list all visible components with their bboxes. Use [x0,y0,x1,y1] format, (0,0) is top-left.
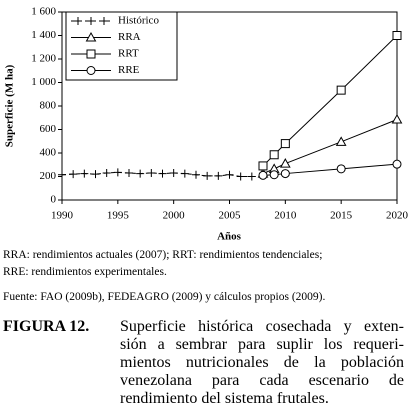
x-tick-label: 2010 [274,210,297,222]
x-tick-label: 1990 [51,210,74,222]
note: RRE: rendimientos experimentales. [3,266,167,278]
legend-label: Histórico [118,15,159,27]
marker [113,168,122,177]
caption-line: mientos nutricionales de la población [120,354,404,371]
caption-line: venezolana para cada escenario de [120,372,404,389]
y-tick-label: 200 [40,170,57,182]
marker [392,31,402,40]
marker [335,136,347,146]
legend-label: RRA [118,31,141,43]
marker [236,172,245,181]
marker [214,171,223,180]
marker [180,169,189,178]
legend: Histórico RRA RRT RRE [65,11,178,81]
legend-label: RRT [118,48,139,60]
y-tick-label: 1 200 [31,53,56,65]
marker [336,85,346,95]
marker [80,169,89,178]
marker [280,169,290,179]
caption-line: Superficie histórica cosechada y exten- [120,318,404,335]
chart: Superficie (M ha) Años 0 200 400 600 800 1 00… [4,6,409,243]
caption-line: rendimiento del sistema frutales. [120,390,329,407]
marker [136,169,145,178]
marker [86,49,96,59]
y-tick-label: 800 [40,100,57,112]
caption-line: sión a sembrar para suplir los requeri- [120,336,404,353]
y-tick-label: 400 [40,147,57,159]
source: Fuente: FAO (2009b), FEDEAGRO (2009) y c… [3,291,326,303]
marker [100,17,108,25]
marker [58,170,66,179]
marker [203,171,212,180]
x-tick-label: 2020 [386,210,409,222]
x-tick-label: 2005 [219,210,242,222]
marker [269,150,279,160]
y-tick-label: 600 [40,123,57,135]
legend-frame [65,11,178,81]
marker [192,170,200,179]
marker [69,170,78,179]
marker [247,172,256,181]
x-tick-label: 2015 [330,210,353,222]
marker [158,169,167,178]
marker [91,170,100,179]
marker [102,168,111,177]
marker [336,164,346,174]
marker [391,113,403,124]
marker [85,31,97,42]
marker [86,66,96,75]
y-tick-label: 0 [51,194,57,206]
x-tick-label: 1995 [107,210,130,222]
y-axis-label: Superficie (M ha) [4,64,16,147]
note: RRA: rendimientos actuales (2007); RRT: … [3,249,323,261]
marker [87,17,95,25]
legend-label: RRE [118,64,140,76]
marker [258,161,268,171]
figure-label: FIGURA 12. [3,318,90,335]
y-tick-label: 1 600 [31,6,56,18]
marker [74,17,82,25]
series-line [61,171,252,177]
marker [279,158,291,168]
x-tick-label: 2000 [163,210,186,222]
y-tick-label: 1 000 [31,76,56,88]
marker [280,139,290,149]
marker [147,168,156,177]
marker [258,170,268,180]
marker [269,170,279,180]
x-axis-label: Años [217,231,242,243]
marker [225,170,234,179]
marker [392,159,402,169]
marker [125,168,133,177]
y-tick-label: 1 400 [31,29,56,41]
marker [169,168,178,177]
